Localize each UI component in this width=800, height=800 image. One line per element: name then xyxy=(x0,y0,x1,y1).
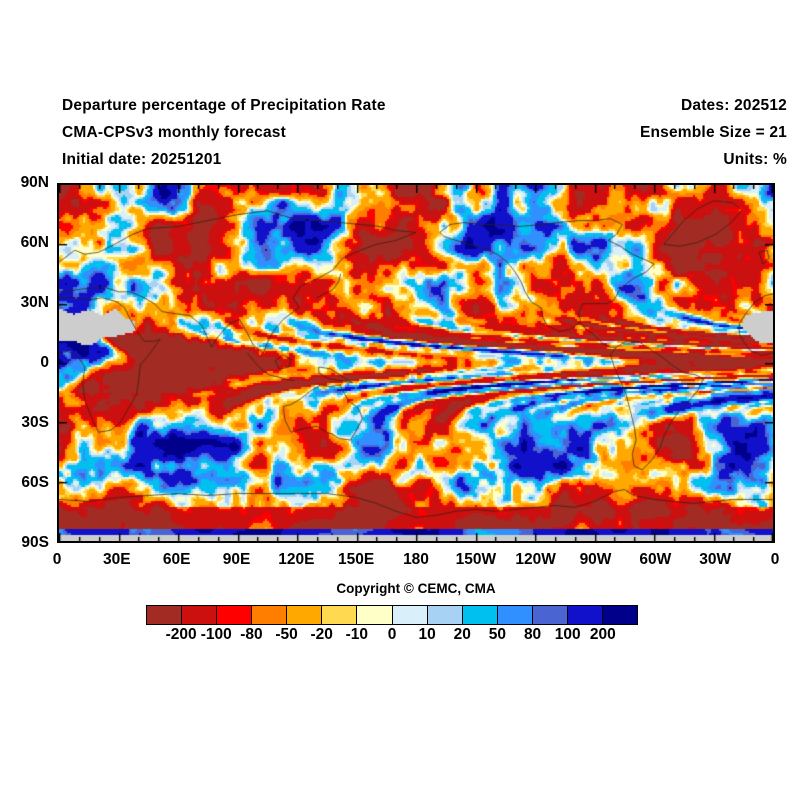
lon-tick-label: 150E xyxy=(338,551,375,568)
colorbar-segment xyxy=(496,606,532,624)
lon-tick-label: 30W xyxy=(699,551,732,568)
plot-title: Departure percentage of Precipitation Ra… xyxy=(62,97,386,114)
world-map-canvas xyxy=(59,185,773,541)
map-frame xyxy=(57,183,775,543)
lat-tick-label: 90N xyxy=(20,174,49,191)
units-label: Units: % xyxy=(723,151,787,168)
colorbar-segment xyxy=(531,606,567,624)
colorbar-tick-label: -200 xyxy=(165,626,197,643)
colorbar-segment xyxy=(216,606,252,624)
colorbar-tick-label: 200 xyxy=(589,626,616,643)
lat-tick-label: 30N xyxy=(20,294,49,311)
colorbar-tick-label: 80 xyxy=(523,626,542,643)
colorbar-tick-label: 0 xyxy=(387,626,397,643)
colorbar-segment xyxy=(147,606,182,624)
lat-tick-label: 60S xyxy=(21,474,49,491)
colorbar-segment xyxy=(286,606,322,624)
colorbar-segment xyxy=(566,606,603,624)
lon-tick-label: 0 xyxy=(770,551,780,568)
colorbar-tick-label: 50 xyxy=(488,626,507,643)
dates-label: Dates: 202512 xyxy=(680,97,787,114)
model-subtitle: CMA-CPSv3 monthly forecast xyxy=(62,124,286,141)
colorbar-segment xyxy=(391,606,427,624)
colorbar xyxy=(146,605,638,625)
colorbar-tick-label: 20 xyxy=(453,626,471,643)
lon-tick-label: 60W xyxy=(639,551,672,568)
ensemble-size-label: Ensemble Size = 21 xyxy=(639,124,787,141)
lat-tick-label: 0 xyxy=(40,354,49,371)
colorbar-tick-label: -80 xyxy=(240,626,263,643)
lat-tick-label: 60N xyxy=(20,234,49,251)
colorbar-tick-label: -10 xyxy=(345,626,369,643)
colorbar-tick-label: -20 xyxy=(310,626,333,643)
colorbar-segment xyxy=(356,606,392,624)
lat-tick-label: 90S xyxy=(21,534,49,551)
lon-tick-label: 30E xyxy=(103,551,131,568)
colorbar-segment xyxy=(321,606,357,624)
initial-date-label: Initial date: 20251201 xyxy=(62,151,222,168)
colorbar-segment xyxy=(461,606,497,624)
lon-tick-label: 90E xyxy=(222,551,251,568)
lon-tick-label: 150W xyxy=(455,551,497,568)
lon-tick-label: 60E xyxy=(162,551,191,568)
lon-tick-label: 90W xyxy=(579,551,612,568)
lon-tick-label: 180 xyxy=(403,551,429,568)
copyright-text: Copyright © CEMC, CMA xyxy=(336,581,496,596)
lon-tick-label: 120E xyxy=(278,551,315,568)
lon-tick-label: 120W xyxy=(515,551,556,568)
colorbar-tick-label: 100 xyxy=(554,626,581,643)
colorbar-segment xyxy=(602,606,638,624)
lon-tick-label: 0 xyxy=(52,551,62,568)
lat-tick-label: 30S xyxy=(21,414,49,431)
colorbar-segment xyxy=(426,606,462,624)
colorbar-tick-label: -50 xyxy=(275,626,298,643)
colorbar-segment xyxy=(251,606,287,624)
colorbar-tick-label: 10 xyxy=(418,626,436,643)
colorbar-tick-label: -100 xyxy=(200,626,232,643)
colorbar-segment xyxy=(181,606,217,624)
